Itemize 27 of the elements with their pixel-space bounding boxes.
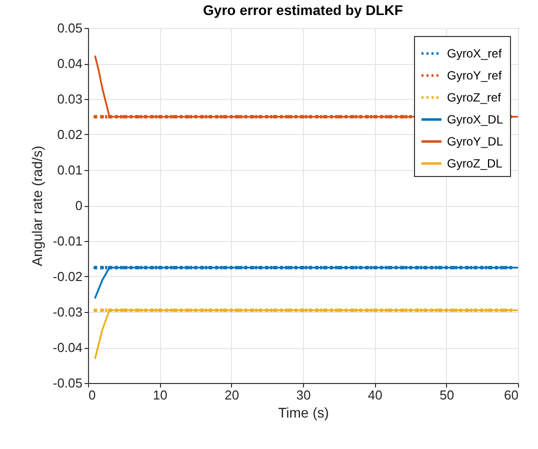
y-axis-title: Angular rate (rad/s) [28, 146, 45, 266]
y-tick-label: 0.04 [57, 56, 82, 71]
x-tick-label: 30 [296, 388, 311, 402]
y-tick-label: -0.05 [52, 376, 82, 390]
legend-label: GyroZ_DL [447, 156, 503, 170]
legend-label: GyroZ_ref [447, 90, 502, 104]
y-tick-label: -0.03 [52, 304, 82, 320]
x-axis-title: Time (s) [278, 404, 329, 420]
y-tick-label: 0.03 [57, 92, 82, 106]
x-tick-label: 10 [152, 388, 168, 402]
legend-label: GyroX_ref [447, 46, 502, 60]
x-tick-label: 40 [368, 388, 382, 402]
y-tick-label: 0.05 [57, 20, 82, 36]
y-tick-label: -0.04 [52, 340, 82, 355]
y-tick-label: 0.02 [57, 127, 82, 142]
y-tick-label: -0.02 [52, 269, 82, 284]
x-tick-label: 0 [88, 388, 96, 402]
y-tick-label: 0.01 [57, 162, 82, 178]
legend-label: GyroX_DL [447, 112, 504, 126]
x-tick-label: 60 [504, 388, 518, 402]
chart-title: Gyro error estimated by DLKF [203, 2, 404, 18]
x-tick-label: 50 [440, 388, 454, 402]
y-tick-label: 0 [75, 198, 82, 213]
x-tick-label: 20 [224, 388, 240, 402]
legend-label: GyroY_DL [447, 134, 504, 148]
y-tick-label: -0.01 [52, 234, 82, 248]
legend-label: GyroY_ref [447, 68, 502, 82]
